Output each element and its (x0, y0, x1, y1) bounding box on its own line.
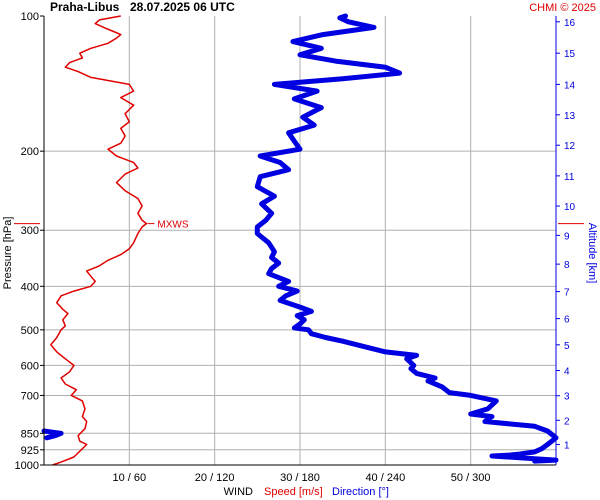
altitude-tick-label: 12 (564, 141, 576, 152)
x-tick-label: 50 / 300 (451, 472, 491, 484)
altitude-tick-label: 3 (564, 392, 570, 403)
altitude-tick-label: 15 (564, 49, 576, 60)
x-axis-label-wind: WIND (224, 486, 253, 498)
series-layer (41, 13, 559, 466)
altitude-tick-label: 2 (564, 416, 570, 427)
pressure-tick-label: 700 (21, 390, 39, 402)
y2-axis-label: Altitude [km] (586, 223, 598, 284)
x-tick-label: 20 / 120 (195, 472, 235, 484)
pressure-tick-label: 500 (21, 325, 39, 337)
pressure-tick-label: 600 (21, 360, 39, 372)
altitude-tick-label: 13 (564, 111, 576, 122)
x-axis-label-direction: Direction [°] (332, 486, 389, 498)
altitude-tick-label: 7 (564, 288, 570, 299)
direction-series-line (254, 13, 559, 464)
pressure-tick-label: 100 (21, 11, 39, 23)
pressure-tick-label: 850 (21, 428, 39, 440)
altitude-tick-label: 10 (564, 202, 576, 213)
altitude-tick-label: 14 (564, 80, 576, 91)
y-axis-label: Pressure [hPa] (2, 217, 14, 290)
chart-credit: CHMI © 2025 (529, 2, 596, 14)
altitude-tick-label: 11 (564, 172, 575, 183)
x-tick-label: 30 / 180 (280, 472, 320, 484)
altitude-tick-label: 8 (564, 260, 570, 271)
altitude-tick-label: 9 (564, 231, 570, 242)
x-axis-label-speed: Speed [m/s] (264, 486, 323, 498)
pressure-tick-label: 200 (21, 146, 39, 158)
direction-wrap-segment (41, 428, 64, 441)
chart-subtitle: 28.07.2025 06 UTC (130, 0, 235, 14)
pressure-tick-label: 300 (21, 225, 39, 237)
altitude-tick-label: 1 (564, 440, 570, 451)
pressure-tick-label: 1000 (15, 460, 39, 472)
altitude-tick-label: 6 (564, 315, 570, 326)
altitude-tick-label: 5 (564, 341, 570, 352)
x-tick-label: 10 / 60 (113, 472, 147, 484)
pressure-tick-label: 400 (21, 281, 39, 293)
pressure-tick-label: 925 (21, 445, 39, 457)
mxws-annotation: MXWS (157, 220, 188, 231)
x-tick-label: 40 / 240 (365, 472, 405, 484)
chart-title: Praha-Libus (50, 0, 120, 14)
altitude-tick-label: 16 (564, 18, 576, 29)
altitude-tick-label: 4 (564, 367, 570, 378)
speed-series-line (50, 15, 148, 466)
